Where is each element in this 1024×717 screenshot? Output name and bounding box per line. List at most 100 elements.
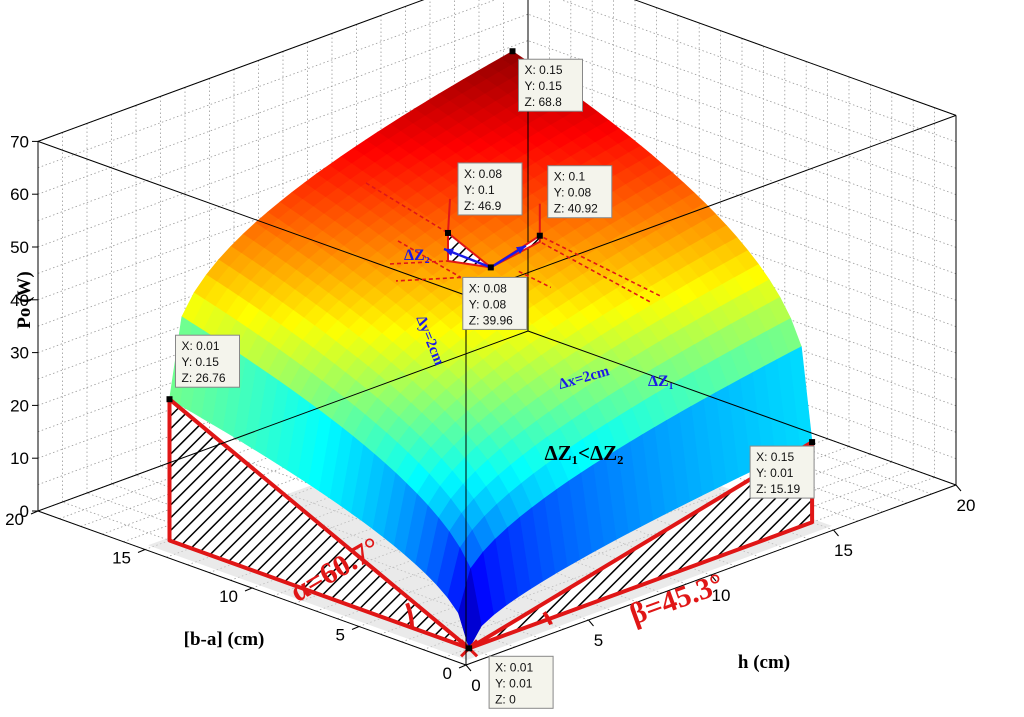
- z-tick-label: 50: [10, 238, 29, 257]
- data-tip-text: X: 0.08: [469, 281, 507, 295]
- data-tip-text: Z: 0: [495, 692, 516, 706]
- delta-z1-label: ΔZ₁: [648, 373, 674, 390]
- data-tip-text: X: 0.08: [464, 167, 502, 181]
- box-edge: [633, 0, 957, 116]
- x-tick-mark: [710, 574, 717, 582]
- data-tip-text: Y: 0.08: [469, 297, 507, 311]
- box-edge: [465, 114, 957, 296]
- y-tick-label: 20: [5, 510, 24, 529]
- data-tip-text: Z: 46.9: [464, 199, 502, 213]
- y-tick-label: 10: [219, 587, 238, 606]
- box-edge: [37, 140, 467, 296]
- data-tip-text: X: 0.15: [525, 63, 563, 77]
- beta-arc: [542, 611, 553, 626]
- box-edge: [527, 330, 957, 486]
- y-tick-mark: [244, 587, 253, 592]
- x-tick-mark: [465, 664, 472, 672]
- delta-y-arrow-head: [444, 248, 454, 256]
- data-tip-text: Y: 0.15: [182, 355, 220, 369]
- data-tip-box: [462, 276, 528, 330]
- data-tip-text: Z: 26.76: [182, 371, 226, 385]
- data-tip-text: Z: 68.8: [525, 95, 563, 109]
- alpha-arc: [405, 602, 415, 629]
- x-tick-label: 15: [834, 541, 853, 560]
- z-tick-label: 20: [10, 396, 29, 415]
- data-tip-text: Z: 40.92: [554, 202, 598, 216]
- data-tip-marker: [536, 232, 543, 239]
- x-tick-label: 20: [957, 496, 976, 515]
- z-tick-label: 40: [10, 291, 29, 310]
- data-tip-text: X: 0.15: [756, 450, 794, 464]
- x-tick-mark: [833, 529, 839, 537]
- delta-z2-label: ΔZ₂: [404, 247, 430, 264]
- y-tick-mark: [30, 510, 39, 515]
- delta-z1-leader: [539, 234, 661, 297]
- delta-y-leader: [395, 276, 461, 282]
- data-tip-box: [749, 445, 815, 499]
- data-tip: X: 0.01 Y: 0.15 Z: 26.76: [175, 334, 240, 388]
- grid-line: [37, 40, 529, 221]
- overlay-layer: [365, 182, 661, 303]
- tips-layer: X: 0.15Y: 0.15Z: 68.8X: 0.08Y: 0.1Z: 46.…: [166, 48, 816, 709]
- data-tip-box: [488, 655, 554, 709]
- data-tip-box: [457, 162, 523, 216]
- data-tip-marker: [809, 439, 816, 446]
- data-tip-marker: [487, 264, 494, 271]
- data-tip-text: Y: 0.08: [554, 186, 592, 200]
- x-axis-title: h (cm): [738, 652, 790, 673]
- grid-line: [37, 93, 529, 274]
- z-tick-label: 60: [10, 185, 29, 204]
- data-tip-text: X: 0.01: [495, 660, 533, 674]
- surface-patch: [458, 568, 482, 650]
- data-tip: X: 0.08 Y: 0.1 Z: 46.9: [457, 162, 523, 216]
- data-tip-box: [547, 165, 613, 219]
- data-tip-marker: [509, 48, 516, 55]
- data-tip-text: Z: 15.19: [756, 482, 800, 496]
- data-tip: X: 0.1 Y: 0.08 Z: 40.92: [547, 165, 613, 219]
- data-tip: X: 0.15 Y: 0.01 Z: 15.19: [749, 445, 815, 499]
- data-tip: X: 0.08 Y: 0.08 Z: 39.96: [462, 276, 528, 330]
- data-tip-text: X: 0.1: [554, 170, 586, 184]
- grid-line: [37, 0, 496, 169]
- z-axis-title: Po (W): [14, 271, 35, 329]
- delta-y-triangle: [447, 230, 495, 269]
- data-tip-box: [518, 58, 583, 112]
- x-tick-label: 0: [471, 676, 480, 695]
- box-edge: [37, 0, 425, 142]
- data-tip-text: Y: 0.01: [495, 676, 533, 690]
- y-tick-mark: [458, 664, 467, 669]
- data-tip-text: Z: 39.96: [469, 313, 513, 327]
- z-tick-label: 0: [20, 502, 29, 521]
- inequality-label: ΔZ₁<ΔZ₂: [545, 441, 624, 465]
- delta-z2-segment: [447, 198, 451, 234]
- z-tick-label: 70: [10, 132, 29, 151]
- z-tick-label: 10: [10, 449, 29, 468]
- x-tick-mark: [955, 484, 962, 492]
- data-tip-text: Y: 0.1: [464, 183, 495, 197]
- data-tip: X: 0.01 Y: 0.01 Z: 0: [488, 655, 554, 709]
- y-axis-title: [b-a] (cm): [184, 629, 265, 650]
- x-tick-label: 5: [594, 631, 603, 650]
- data-tip-text: Y: 0.15: [525, 79, 563, 93]
- y-tick-mark: [137, 549, 146, 553]
- y-tick-label: 5: [336, 626, 345, 645]
- delta-x-arrow-head: [515, 245, 526, 254]
- hatched-triangle-ba: [167, 397, 472, 651]
- data-tip-marker: [166, 396, 173, 403]
- delta-z2-leader: [365, 182, 449, 234]
- data-tip-text: Y: 0.01: [756, 466, 794, 480]
- data-tip-text: X: 0.01: [182, 339, 220, 353]
- x-tick-label: 10: [712, 586, 731, 605]
- delta-z2-leader: [389, 260, 449, 265]
- y-tick-label: 15: [112, 549, 131, 568]
- grid-line: [37, 66, 529, 248]
- box-edge: [37, 330, 529, 512]
- delta-x-leader: [518, 270, 552, 289]
- data-tip-marker: [466, 645, 473, 652]
- data-tip-box: [175, 334, 240, 388]
- y-tick-mark: [351, 626, 360, 630]
- data-tip-marker: [445, 229, 451, 236]
- z-tick-label: 30: [10, 344, 29, 363]
